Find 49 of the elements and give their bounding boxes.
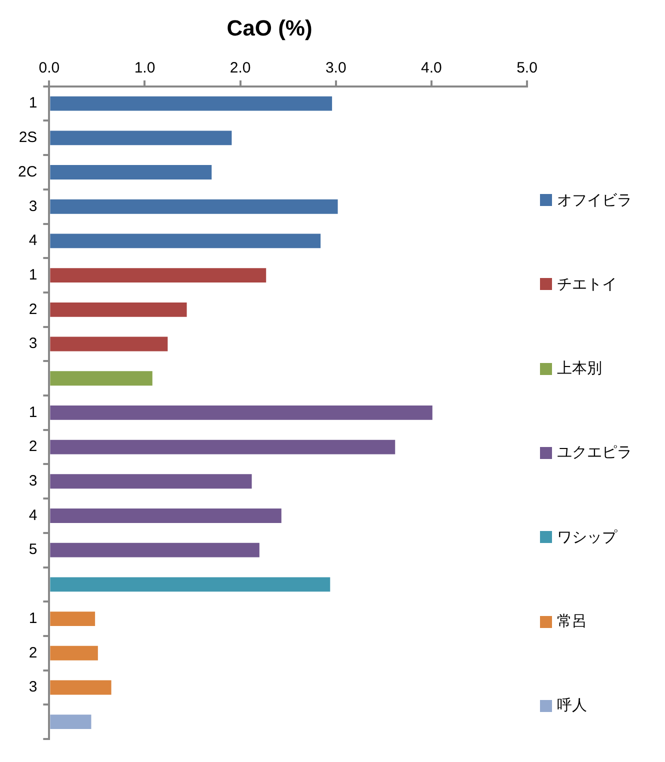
y-tick-label: 3 — [28, 335, 38, 352]
bar — [50, 165, 212, 180]
bar — [50, 612, 96, 626]
bar — [50, 542, 260, 558]
y-tick-label: 2C — [18, 163, 38, 180]
bar — [50, 508, 282, 523]
x-tick-label: 0.0 — [38, 60, 60, 77]
x-tick-label: 3.0 — [325, 60, 346, 77]
x-tick-label: 1.0 — [134, 60, 156, 77]
bar — [50, 577, 330, 592]
bar — [50, 96, 332, 111]
bar — [50, 234, 321, 248]
y-tick-label: 3 — [28, 198, 38, 215]
y-tick-label: 3 — [28, 472, 38, 490]
y-tick-label: 1 — [28, 404, 38, 421]
legend-label: ユクエピラ — [557, 443, 632, 462]
bar — [50, 474, 252, 489]
x-tick-label: 4.0 — [421, 60, 442, 77]
y-tick-label: 4 — [28, 232, 38, 250]
y-tick-label: 4 — [28, 506, 38, 524]
legend-label: ワシップ — [557, 528, 617, 547]
bar — [50, 646, 98, 660]
y-tick-label: 1 — [28, 610, 38, 627]
y-tick-label: 2 — [28, 300, 38, 318]
legend-label: 常呂 — [557, 612, 587, 632]
y-tick-label: 1 — [28, 94, 38, 112]
y-tick-label: 2S — [18, 129, 38, 146]
x-tick-label: 5.0 — [516, 60, 538, 77]
chart-title: CaO (%) — [226, 15, 312, 40]
bar — [50, 440, 396, 454]
bar — [50, 680, 112, 695]
y-tick-label: 5 — [28, 541, 38, 558]
legend-label: 上本別 — [557, 359, 602, 378]
bar — [50, 302, 187, 317]
bar — [50, 199, 338, 214]
y-tick-label: 1 — [28, 266, 38, 284]
bar — [50, 268, 266, 283]
bar — [50, 405, 432, 420]
bar — [50, 336, 168, 352]
bar — [50, 714, 92, 730]
legend-label: チエトイ — [557, 274, 617, 294]
bar — [50, 130, 232, 146]
x-tick-label: 2.0 — [230, 60, 251, 77]
bar — [50, 371, 152, 386]
y-tick-label: 2 — [28, 438, 38, 456]
y-tick-label: 3 — [28, 678, 38, 696]
legend-label: オフイビラ — [557, 190, 632, 210]
legend-label: 呼人 — [557, 696, 587, 716]
y-tick-label: 2 — [28, 644, 38, 662]
